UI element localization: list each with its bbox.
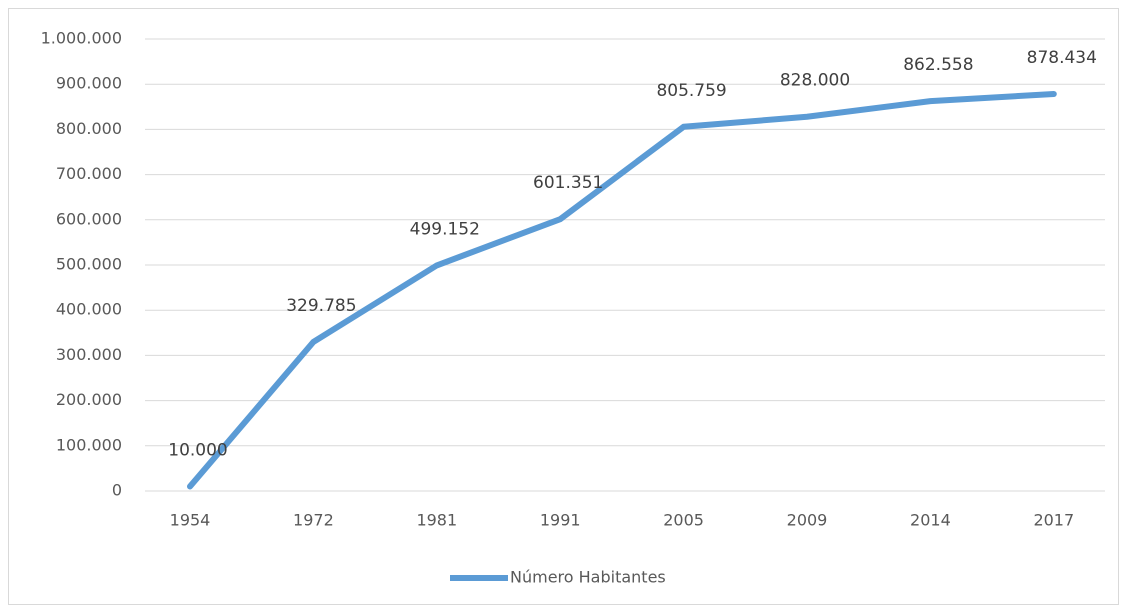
chart-border — [8, 8, 1119, 605]
y-tick-label: 800.000 — [56, 119, 122, 138]
data-label: 878.434 — [1027, 48, 1097, 68]
x-tick-label: 1954 — [170, 511, 211, 530]
y-tick-label: 200.000 — [56, 390, 122, 409]
x-tick-label: 2014 — [910, 511, 951, 530]
y-tick-label: 300.000 — [56, 345, 122, 364]
data-line — [187, 90, 1057, 490]
x-tick-label: 1991 — [540, 511, 581, 530]
y-tick-label: 0 — [112, 481, 122, 500]
y-tick-label: 600.000 — [56, 209, 122, 228]
y-tick-label: 700.000 — [56, 164, 122, 183]
legend-label: Número Habitantes — [510, 568, 666, 587]
x-tick-label: 1972 — [293, 511, 334, 530]
data-label: 805.759 — [656, 81, 726, 101]
y-tick-label: 400.000 — [56, 300, 122, 319]
y-tick-label: 500.000 — [56, 255, 122, 274]
x-tick-label: 2017 — [1033, 511, 1074, 530]
data-label: 10.000 — [168, 440, 227, 460]
y-tick-label: 100.000 — [56, 435, 122, 454]
data-label: 601.351 — [533, 173, 603, 193]
x-tick-label: 2009 — [787, 511, 828, 530]
data-label: 329.785 — [286, 296, 356, 316]
data-label: 499.152 — [410, 219, 480, 239]
y-tick-label: 1.000.000 — [41, 29, 122, 48]
x-tick-label: 2005 — [663, 511, 704, 530]
y-tick-label: 900.000 — [56, 74, 122, 93]
x-tick-label: 1981 — [416, 511, 457, 530]
data-label: 862.558 — [903, 55, 973, 75]
data-label: 828.000 — [780, 71, 850, 91]
